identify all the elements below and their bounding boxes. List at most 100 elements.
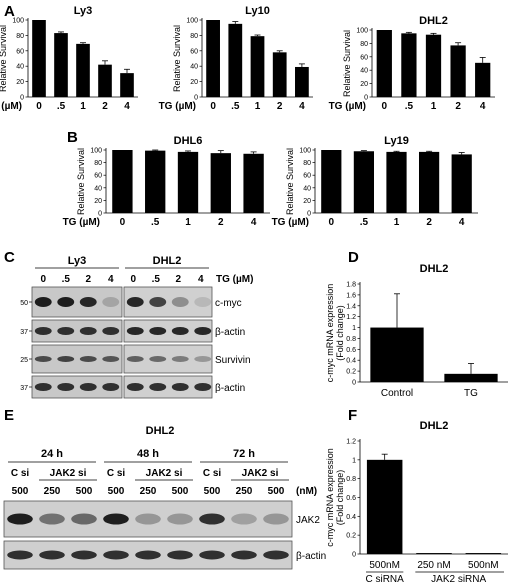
- chart-2: Ly10 0 20 40 60 80 100 Relative Survival 0 .5 1 2 4 T…: [159, 5, 313, 112]
- x-tick-label: 1: [394, 217, 400, 228]
- lane-label: .5: [152, 274, 161, 285]
- y-tick-label: 20: [360, 81, 368, 88]
- blot-band: [126, 383, 144, 391]
- blot-band: [102, 356, 120, 362]
- x-tick-label: 4: [480, 101, 486, 112]
- y-tick-label: 20: [303, 198, 311, 205]
- lane-label: 4: [108, 274, 114, 285]
- blot-strip: [3, 500, 293, 538]
- blot-band: [79, 383, 97, 391]
- blot-band: [79, 297, 97, 307]
- panel-label-c: C: [4, 249, 15, 266]
- time-label: 24 h: [41, 448, 63, 460]
- blot-band: [263, 513, 289, 525]
- blot-band: [171, 297, 189, 307]
- y-tick-label: 0.4: [346, 514, 356, 521]
- x-tick-label: .5: [57, 101, 66, 112]
- y-tick-label: 0.2: [346, 369, 356, 376]
- bar: [120, 73, 134, 97]
- y-tick-label: 0.8: [346, 476, 356, 483]
- bar: [112, 150, 133, 213]
- y-tick-label: 0: [20, 95, 24, 102]
- blot-band: [149, 327, 167, 335]
- blot-band: [57, 383, 75, 391]
- x-tick-label: 0: [210, 101, 216, 112]
- chart-6: DHL2 0 0.2 0.4 0.6 0.8 1 1.2 1.4 1.6 1.8c-myc mRNA…: [325, 263, 508, 399]
- blot-row-label: β-actin: [296, 551, 326, 562]
- group-label: JAK2 siRNA: [431, 574, 486, 584]
- bar: [145, 150, 166, 213]
- bar: [250, 36, 265, 97]
- y-tick-label: 0.6: [346, 347, 356, 354]
- chart-7: DHL2 0 0.2 0.4 0.6 0.8 1 1.2c-myc mRNA expressi…: [325, 420, 508, 584]
- y-tick-label: 0: [352, 380, 356, 387]
- bar: [321, 150, 342, 213]
- bar: [32, 20, 46, 97]
- blot-title: DHL2: [146, 425, 175, 437]
- y-tick-label: 100: [356, 28, 368, 35]
- y-tick-label: 0.8: [346, 336, 356, 343]
- x-tick-label: 500nM: [369, 560, 400, 571]
- bar: [418, 151, 440, 213]
- lane-label: .5: [62, 274, 71, 285]
- blot-band: [103, 513, 129, 525]
- y-axis-label: c-myc mRNA expression(Fold change): [325, 284, 345, 383]
- blot-band: [126, 327, 144, 335]
- x-tick-label: .5: [360, 217, 369, 228]
- si-label: C si: [11, 468, 30, 479]
- si-label: C si: [203, 468, 222, 479]
- x-axis-label: TG (µM): [329, 101, 366, 112]
- y-axis-label: Relative Survival: [342, 30, 352, 97]
- y-tick-label: 60: [360, 54, 368, 61]
- conc-label: 500: [204, 486, 221, 497]
- x-axis-label: TG (µM): [272, 217, 309, 228]
- bar: [370, 327, 424, 382]
- blot-band: [79, 356, 97, 362]
- x-tick-label: 0: [329, 217, 335, 228]
- chart-title: DHL2: [420, 420, 449, 432]
- y-tick-label: 80: [360, 41, 368, 48]
- x-axis-label: TG (µM): [0, 101, 22, 112]
- blot-band: [57, 356, 75, 362]
- bar: [451, 154, 472, 213]
- panel-label-e: E: [4, 407, 14, 424]
- blot-band: [263, 550, 289, 560]
- bar: [228, 23, 243, 98]
- blot-band: [103, 550, 129, 560]
- x-tick-label: 1: [431, 101, 437, 112]
- bar: [386, 151, 407, 213]
- y-tick-label: 60: [303, 173, 311, 180]
- y-tick-label: 20: [94, 198, 102, 205]
- blot-band: [167, 550, 193, 560]
- si-label: JAK2 si: [242, 468, 279, 479]
- lane-label: 4: [198, 274, 204, 285]
- lane-label: 0: [130, 274, 136, 285]
- x-tick-label: 2: [426, 217, 432, 228]
- mw-marker: 25: [20, 357, 28, 364]
- blot-strip: [123, 375, 213, 399]
- y-axis-label: Relative Survival: [285, 148, 295, 215]
- bar: [376, 30, 392, 97]
- blot-band: [102, 327, 120, 335]
- x-tick-label: 2: [218, 217, 224, 228]
- blot-group-label: Ly3: [68, 255, 87, 267]
- x-tick-label: 2: [277, 101, 283, 112]
- y-tick-label: 1.6: [346, 292, 356, 299]
- blot-band: [34, 383, 52, 391]
- bar: [210, 153, 231, 213]
- y-axis-label: c-myc mRNA expression(Fold change): [325, 448, 345, 547]
- si-label: C si: [107, 468, 126, 479]
- blot-band: [171, 327, 189, 335]
- western-blot-e: DHL2 24 h 48 h 72 h C si JAK2 si C si JAK2 si C …: [3, 425, 326, 570]
- bar: [450, 45, 466, 97]
- blot-band: [39, 513, 65, 525]
- blot-band: [149, 297, 167, 307]
- lane-label: 0: [40, 274, 46, 285]
- blot-band: [194, 356, 212, 362]
- panel-label-f: F: [348, 407, 357, 424]
- bar: [76, 43, 90, 97]
- blot-band: [231, 513, 257, 525]
- panel-label-a: A: [4, 3, 15, 20]
- y-tick-label: 60: [190, 48, 198, 55]
- conc-label: 250: [140, 486, 157, 497]
